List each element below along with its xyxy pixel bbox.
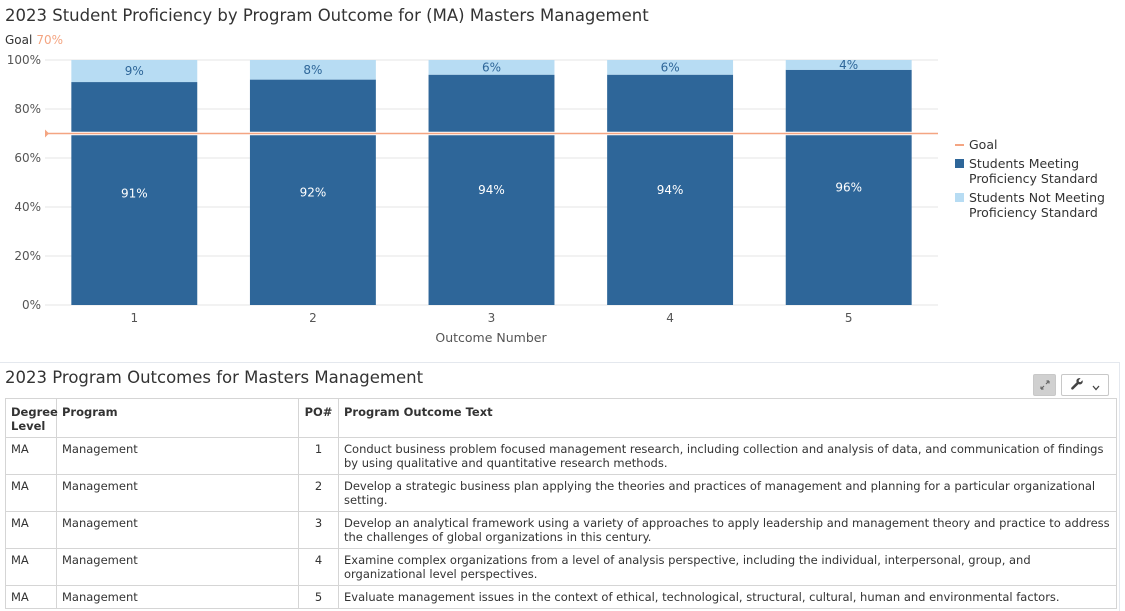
cell-outcome-text: Examine complex organizations from a lev… [338, 548, 1117, 586]
table-row: MA Management 2 Develop a strategic busi… [5, 474, 1117, 512]
header-outcome-text[interactable]: Program Outcome Text [338, 398, 1117, 438]
stacked-bar-chart: 0% 20% 40% 60% 80% 100% 91% 9% 1 92% 8% 2 94% 6% 3 94% 6… [7, 53, 938, 345]
goal-caption-value: 70% [36, 33, 63, 47]
data-label-meeting: 94% [478, 183, 505, 197]
goal-swatch [955, 144, 964, 146]
header-po-number[interactable]: PO# [298, 398, 339, 438]
x-tick-label: 4 [666, 311, 674, 325]
bar-not-meeting [607, 60, 734, 75]
data-label-meeting: 96% [835, 180, 862, 194]
bar-not-meeting [249, 60, 376, 80]
outcomes-panel: 2023 Program Outcomes for Masters Manage… [0, 362, 1120, 611]
header-program[interactable]: Program [56, 398, 299, 438]
x-tick-label: 1 [130, 311, 138, 325]
cell-po: 5 [298, 585, 339, 609]
y-tick-label: 40% [14, 200, 41, 214]
cell-outcome-text: Evaluate management issues in the contex… [338, 585, 1117, 609]
x-axis-title: Outcome Number [435, 330, 547, 345]
not-meeting-swatch [955, 193, 964, 202]
y-tick-label: 100% [7, 53, 41, 67]
meeting-swatch [955, 159, 964, 168]
legend-item-meeting[interactable]: Students Meeting Proficiency Standard [955, 156, 1109, 186]
bar-meeting [71, 82, 198, 305]
chart-labels: 0% 20% 40% 60% 80% 100% 91% 9% 1 92% 8% 2 94% 6% 3 94% 6… [7, 53, 862, 325]
cell-degree: MA [5, 585, 57, 609]
y-tick-label: 80% [14, 102, 41, 116]
legend-item-not-meeting[interactable]: Students Not Meeting Proficiency Standar… [955, 190, 1109, 220]
data-label-meeting: 92% [300, 185, 327, 199]
y-tick-label: 0% [22, 298, 41, 312]
chart-legend: Goal Students Meeting Proficiency Standa… [955, 137, 1109, 224]
data-label-not-meeting: 6% [661, 60, 680, 74]
bar-not-meeting [428, 60, 555, 75]
table-row: MA Management 3 Develop an analytical fr… [5, 511, 1117, 549]
table-title: 2023 Program Outcomes for Masters Manage… [5, 368, 424, 387]
cell-program: Management [56, 437, 299, 475]
settings-menu-button[interactable] [1061, 374, 1109, 396]
data-label-not-meeting: 9% [125, 64, 144, 78]
table-header-row: Degree Level Program PO# Program Outcome… [5, 398, 1117, 438]
chart-goal-line [45, 129, 938, 138]
legend-item-goal[interactable]: Goal [955, 137, 1109, 152]
data-label-not-meeting: 6% [482, 60, 501, 74]
cell-outcome-text: Develop an analytical framework using a … [338, 511, 1117, 549]
bar-not-meeting [71, 60, 198, 83]
cell-degree: MA [5, 511, 57, 549]
data-label-meeting: 94% [657, 183, 684, 197]
legend-label: Students Not Meeting Proficiency Standar… [969, 190, 1105, 220]
cell-program: Management [56, 511, 299, 549]
cell-program: Management [56, 474, 299, 512]
data-label-meeting: 91% [121, 187, 148, 201]
cell-po: 2 [298, 474, 339, 512]
cell-outcome-text: Conduct business problem focused managem… [338, 437, 1117, 475]
table-row: MA Management 1 Conduct business problem… [5, 437, 1117, 475]
expand-icon [1039, 376, 1051, 395]
cell-degree: MA [5, 437, 57, 475]
x-tick-label: 3 [488, 311, 496, 325]
chevron-down-icon [1092, 376, 1100, 395]
goal-marker [45, 129, 49, 138]
cell-degree: MA [5, 474, 57, 512]
header-degree-level[interactable]: Degree Level [5, 398, 58, 438]
data-label-not-meeting: 8% [303, 63, 322, 77]
cell-outcome-text: Develop a strategic business plan applyi… [338, 474, 1117, 512]
legend-label: Students Meeting Proficiency Standard [969, 156, 1098, 186]
y-tick-label: 60% [14, 151, 41, 165]
y-tick-label: 20% [14, 249, 41, 263]
goal-caption-label: Goal [5, 33, 33, 47]
table-row: MA Management 5 Evaluate management issu… [5, 585, 1117, 609]
chart-title: 2023 Student Proficiency by Program Outc… [5, 6, 649, 25]
x-tick-label: 2 [309, 311, 317, 325]
bar-meeting [785, 69, 912, 305]
legend-label: Goal [969, 137, 998, 152]
chart-bars [71, 60, 912, 305]
cell-degree: MA [5, 548, 57, 586]
cell-program: Management [56, 585, 299, 609]
data-label-not-meeting: 4% [839, 58, 858, 72]
wrench-icon [1070, 376, 1084, 395]
cell-po: 3 [298, 511, 339, 549]
cell-po: 4 [298, 548, 339, 586]
x-tick-label: 5 [845, 311, 853, 325]
outcomes-table: Degree Level Program PO# Program Outcome… [5, 398, 1117, 609]
cell-po: 1 [298, 437, 339, 475]
bar-meeting [428, 74, 555, 305]
bar-meeting [607, 74, 734, 305]
expand-button[interactable] [1033, 374, 1056, 396]
cell-program: Management [56, 548, 299, 586]
bar-not-meeting [785, 60, 912, 70]
bar-meeting [249, 79, 376, 305]
table-row: MA Management 4 Examine complex organiza… [5, 548, 1117, 586]
goal-caption: Goal 70% [5, 33, 63, 47]
